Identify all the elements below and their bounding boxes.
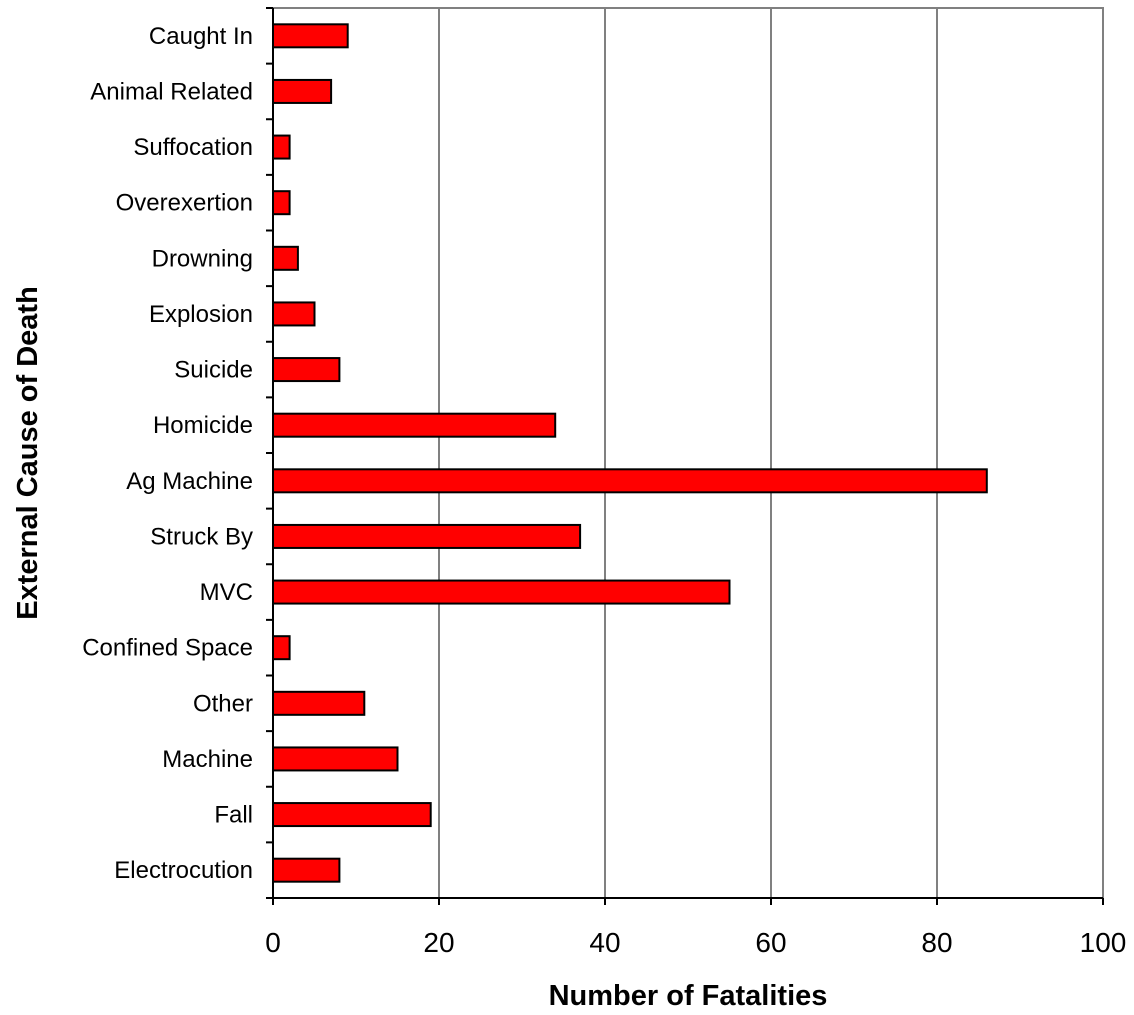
bars — [272, 23, 988, 883]
category-label: Caught In — [149, 23, 253, 50]
category-label: Homicide — [153, 412, 253, 439]
category-label: Ag Machine — [126, 468, 253, 495]
bar — [272, 190, 291, 216]
category-label: Drowning — [152, 245, 253, 272]
x-tick-label: 0 — [265, 927, 281, 958]
x-tick-label: 20 — [423, 927, 454, 958]
y-axis-title: External Cause of Death — [12, 286, 44, 620]
bar — [272, 746, 399, 772]
bar — [272, 412, 557, 438]
bar — [272, 301, 316, 327]
bar — [272, 134, 291, 160]
category-label: Explosion — [149, 301, 253, 328]
category-label: Animal Related — [90, 78, 253, 105]
bar — [272, 78, 333, 104]
gridlines — [438, 8, 938, 898]
category-label: Confined Space — [82, 635, 253, 662]
y-axis — [266, 7, 274, 899]
category-label: Electrocution — [114, 857, 253, 884]
x-axis — [272, 897, 1104, 905]
bar — [272, 468, 988, 494]
category-label: Other — [193, 690, 253, 717]
category-label: Suffocation — [133, 134, 253, 161]
x-tick-labels: 0 20 40 60 80 100 — [265, 927, 1126, 958]
bar — [272, 23, 349, 49]
bar — [272, 579, 731, 605]
category-label: Suicide — [174, 357, 253, 384]
x-tick-label: 60 — [755, 927, 786, 958]
bar — [272, 245, 299, 271]
category-label: Struck By — [150, 523, 253, 550]
bar — [272, 857, 341, 883]
bar — [272, 523, 582, 549]
category-labels: Caught In Animal Related Suffocation Overex… — [82, 23, 253, 884]
bar — [272, 635, 291, 661]
bar — [272, 690, 366, 716]
category-label: MVC — [200, 579, 253, 606]
x-tick-label: 80 — [921, 927, 952, 958]
category-label: Fall — [214, 802, 253, 829]
category-label: Overexertion — [116, 190, 253, 217]
category-label: Machine — [162, 746, 253, 773]
x-tick-label: 40 — [589, 927, 620, 958]
bar — [272, 357, 341, 383]
x-tick-label: 100 — [1080, 927, 1127, 958]
bar — [272, 802, 432, 828]
x-axis-title: Number of Fatalities — [549, 980, 828, 1012]
